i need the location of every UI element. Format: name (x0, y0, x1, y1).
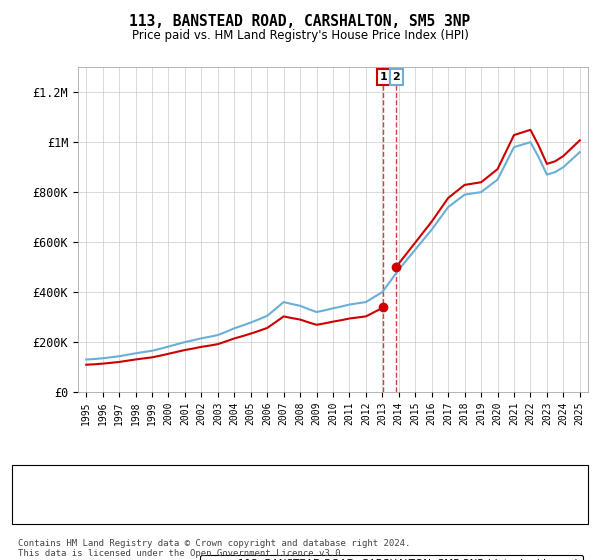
Text: Price paid vs. HM Land Registry's House Price Index (HPI): Price paid vs. HM Land Registry's House … (131, 29, 469, 42)
Text: Contains HM Land Registry data © Crown copyright and database right 2024.
This d: Contains HM Land Registry data © Crown c… (18, 539, 410, 558)
Text: 38% ↓ HPI: 38% ↓ HPI (402, 478, 463, 488)
Text: 08-NOV-2013: 08-NOV-2013 (78, 507, 152, 517)
Text: £340,000: £340,000 (258, 478, 312, 488)
Legend: 113, BANSTEAD ROAD, CARSHALTON, SM5 3NP (detached house), HPI: Average price, de: 113, BANSTEAD ROAD, CARSHALTON, SM5 3NP … (200, 554, 583, 560)
Text: 18-JAN-2013: 18-JAN-2013 (78, 478, 152, 488)
Text: 1: 1 (379, 72, 387, 82)
Text: 2: 2 (392, 72, 400, 82)
Text: £500,000: £500,000 (258, 507, 312, 517)
Text: 1: 1 (29, 476, 37, 489)
Text: 2: 2 (29, 506, 37, 519)
Text: 113, BANSTEAD ROAD, CARSHALTON, SM5 3NP: 113, BANSTEAD ROAD, CARSHALTON, SM5 3NP (130, 14, 470, 29)
Text: 16% ↓ HPI: 16% ↓ HPI (402, 507, 463, 517)
